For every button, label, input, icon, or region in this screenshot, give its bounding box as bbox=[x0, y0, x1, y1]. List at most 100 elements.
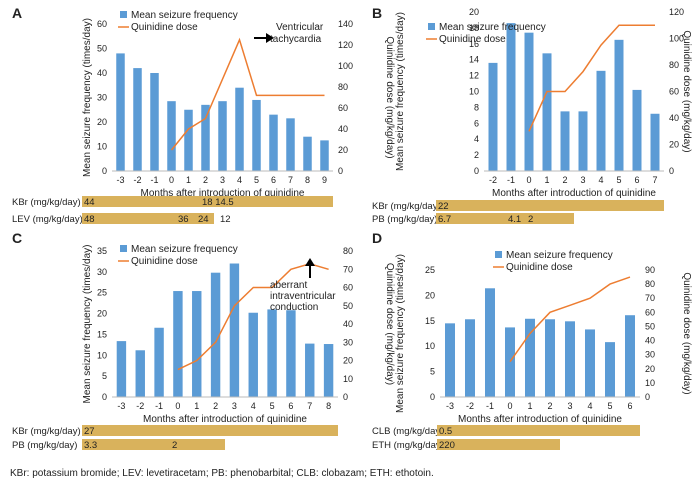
y-tick-label: 20 bbox=[469, 7, 479, 17]
legend-bar-swatch bbox=[495, 251, 502, 258]
x-tick-label: 6 bbox=[288, 401, 293, 411]
y-tick-label: 10 bbox=[97, 142, 107, 152]
quinidine-dose-line bbox=[177, 263, 329, 371]
y2-tick-label: 100 bbox=[669, 34, 684, 44]
x-tick-label: 3 bbox=[580, 175, 585, 185]
bar bbox=[286, 118, 295, 171]
x-axis-title: Months after introduction of quinidine bbox=[141, 188, 305, 199]
drug-dose-value: 18 14.5 bbox=[202, 197, 234, 208]
bar bbox=[235, 87, 244, 171]
bar bbox=[173, 291, 183, 397]
bar bbox=[465, 319, 475, 397]
y-axis-title: Mean seizure frequency (times/day) bbox=[82, 18, 93, 177]
x-tick-label: -3 bbox=[116, 175, 124, 185]
y2-tick-label: 80 bbox=[645, 279, 655, 289]
drug-dose-value: 4.1 bbox=[508, 214, 521, 225]
y2-tick-label: 60 bbox=[645, 307, 655, 317]
y2-axis-title: Quinidine dose (mg/kg/day) bbox=[681, 30, 692, 152]
y-tick-label: 20 bbox=[97, 309, 107, 319]
drug-dose-value: 0.5 bbox=[439, 426, 452, 437]
legend-bars-label: Mean seizure frequency bbox=[506, 250, 613, 261]
y-axis-title: Mean seizure frequency (times/day) bbox=[395, 12, 406, 171]
x-tick-label: -2 bbox=[136, 401, 144, 411]
y-tick-label: 16 bbox=[469, 39, 479, 49]
y-tick-label: 4 bbox=[474, 134, 479, 144]
x-tick-label: 3 bbox=[567, 401, 572, 411]
bar bbox=[650, 113, 660, 171]
legend-bars-label: Mean seizure frequency bbox=[131, 10, 238, 21]
bar bbox=[596, 70, 606, 171]
annotation-arrow bbox=[305, 258, 315, 278]
bar bbox=[632, 89, 642, 171]
y2-tick-label: 10 bbox=[645, 378, 655, 388]
x-tick-label: 1 bbox=[194, 401, 199, 411]
x-tick-label: -1 bbox=[507, 175, 515, 185]
x-tick-label: -1 bbox=[150, 175, 158, 185]
bar bbox=[135, 350, 145, 397]
x-tick-label: 3 bbox=[220, 175, 225, 185]
x-tick-label: 7 bbox=[288, 175, 293, 185]
y-axis-title: Mean seizure frequency (times/day) bbox=[82, 245, 93, 404]
legend-bar-swatch bbox=[120, 11, 127, 18]
legend-line-label: Quinidine dose bbox=[506, 262, 573, 273]
bar bbox=[229, 263, 240, 397]
y2-tick-label: 120 bbox=[338, 40, 353, 50]
y-tick-label: 0 bbox=[474, 166, 479, 176]
y2-tick-label: 60 bbox=[669, 87, 679, 97]
drug-dose-value: 6.7 bbox=[438, 214, 451, 225]
x-tick-label: 1 bbox=[527, 401, 532, 411]
x-tick-label: 0 bbox=[507, 401, 512, 411]
drug-dose-value: 2 bbox=[172, 440, 177, 451]
x-tick-label: 2 bbox=[213, 401, 218, 411]
annotation-text: aberrant bbox=[270, 280, 307, 291]
y-tick-label: 18 bbox=[469, 23, 479, 33]
bar bbox=[252, 99, 261, 171]
panel-letter: D bbox=[372, 230, 382, 246]
y-tick-label: 2 bbox=[474, 150, 479, 160]
panel-b: B-2 -1 0 1 2 3 4 5 6 7024681012141618200204060801… bbox=[372, 5, 692, 225]
y-tick-label: 5 bbox=[102, 371, 107, 381]
x-tick-label: 5 bbox=[254, 175, 259, 185]
x-tick-label: 8 bbox=[326, 401, 331, 411]
y2-tick-label: 40 bbox=[338, 124, 348, 134]
drug-dose-value: 220 bbox=[439, 440, 455, 451]
drug-label: KBr (mg/kg/day) bbox=[12, 426, 81, 437]
drug-dose-value: 24 bbox=[198, 214, 209, 225]
y2-tick-label: 20 bbox=[645, 364, 655, 374]
y2-tick-label: 40 bbox=[645, 336, 655, 346]
x-tick-label: 5 bbox=[616, 175, 621, 185]
y-tick-label: 14 bbox=[469, 55, 479, 65]
bar bbox=[286, 310, 296, 397]
y2-tick-label: 80 bbox=[669, 60, 679, 70]
drug-dose-bar bbox=[82, 213, 214, 224]
y-tick-label: 8 bbox=[474, 102, 479, 112]
x-tick-label: 8 bbox=[305, 175, 310, 185]
annotation-text: Ventricular bbox=[276, 22, 324, 33]
drug-dose-bar bbox=[437, 425, 640, 436]
y-tick-label: 5 bbox=[430, 367, 435, 377]
legend-line-label: Quinidine dose bbox=[439, 34, 506, 45]
quinidine-dose-line bbox=[528, 24, 655, 132]
drug-label: PB (mg/kg/day) bbox=[372, 214, 437, 225]
y-tick-label: 40 bbox=[97, 68, 107, 78]
y2-tick-label: 40 bbox=[343, 319, 353, 329]
drug-label: PB (mg/kg/day) bbox=[12, 440, 77, 451]
y2-tick-label: 50 bbox=[645, 321, 655, 331]
bar bbox=[303, 136, 312, 171]
bar bbox=[133, 68, 142, 171]
bar bbox=[485, 288, 495, 397]
x-tick-label: -3 bbox=[117, 401, 125, 411]
y2-tick-label: 30 bbox=[645, 350, 655, 360]
annotation-text: conduction bbox=[270, 302, 318, 313]
y-tick-label: 15 bbox=[425, 316, 435, 326]
x-tick-label: 7 bbox=[307, 401, 312, 411]
x-tick-label: -2 bbox=[133, 175, 141, 185]
annotation-text: intraventricular bbox=[270, 291, 336, 302]
y-tick-label: 25 bbox=[425, 265, 435, 275]
y-tick-label: 35 bbox=[97, 246, 107, 256]
x-tick-label: 3 bbox=[232, 401, 237, 411]
x-tick-label: 2 bbox=[562, 175, 567, 185]
bar bbox=[305, 343, 315, 397]
x-tick-label: 4 bbox=[598, 175, 603, 185]
y-tick-label: 10 bbox=[97, 350, 107, 360]
